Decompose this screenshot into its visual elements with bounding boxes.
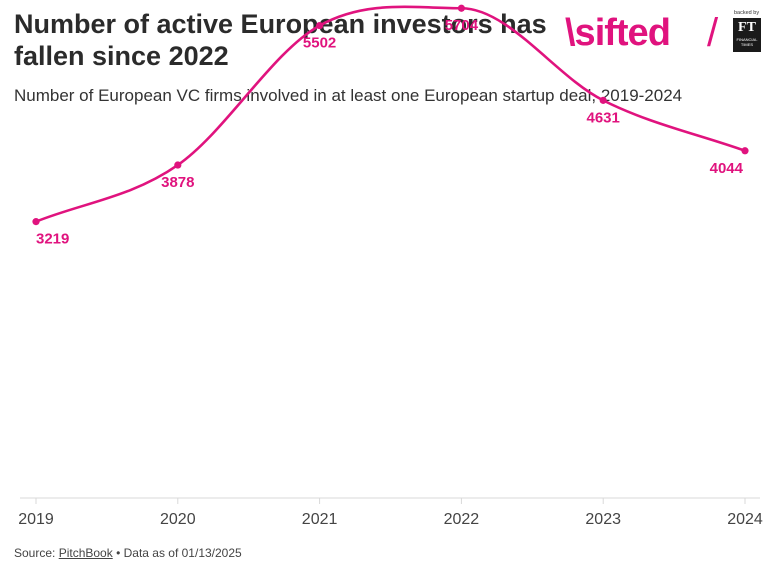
- data-label: 4044: [710, 160, 744, 177]
- data-point: [174, 161, 182, 169]
- x-tick-label: 2021: [302, 511, 338, 528]
- source-note: Source: PitchBook • Data as of 01/13/202…: [14, 546, 242, 560]
- source-link[interactable]: PitchBook: [58, 546, 113, 560]
- x-tick-label: 2023: [585, 511, 621, 528]
- data-point: [316, 21, 324, 30]
- data-label: 3878: [161, 174, 194, 191]
- sifted-logo: \sifted: [565, 12, 671, 54]
- logo-separator: /: [707, 11, 719, 55]
- data-label: 4631: [587, 109, 620, 126]
- data-label: 5704: [445, 17, 479, 34]
- series-line: [34, 5, 747, 223]
- ft-logo: FT FINANCIAL TIMES: [733, 18, 761, 52]
- data-label: 3219: [36, 231, 69, 248]
- backed-by-label: backed by: [734, 10, 760, 16]
- chart-subtitle: Number of European VC firms involved in …: [14, 86, 683, 105]
- chart-title: Number of active European investors has …: [14, 9, 547, 71]
- ft-logo-name: FINANCIAL TIMES: [736, 37, 758, 47]
- x-tick-label: 2019: [18, 511, 54, 528]
- ft-logo-mark: FT: [738, 20, 756, 35]
- brand-logos: \sifted / backed by FT FINANCIAL TIMES: [565, 10, 770, 60]
- source-suffix: • Data as of 01/13/2025: [112, 546, 242, 560]
- x-tick-label: 2024: [727, 511, 763, 528]
- x-tick-label: 2020: [160, 511, 196, 528]
- x-tick-label: 2022: [444, 511, 480, 528]
- data-point: [599, 96, 607, 104]
- data-label: 5502: [303, 35, 336, 52]
- source-prefix: Source:: [14, 546, 59, 560]
- data-point: [457, 4, 465, 12]
- data-point: [32, 218, 40, 226]
- data-point: [741, 147, 749, 155]
